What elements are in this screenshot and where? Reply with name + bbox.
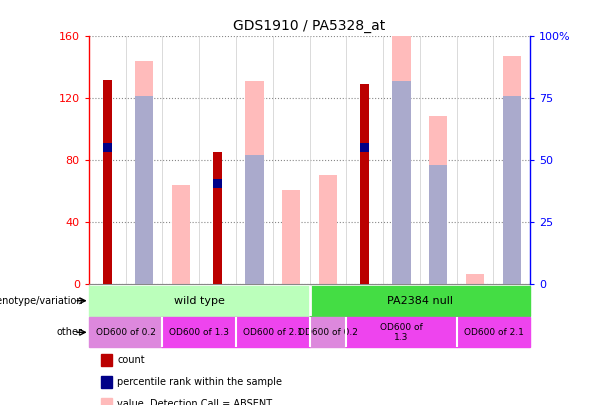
Text: value, Detection Call = ABSENT: value, Detection Call = ABSENT — [117, 399, 272, 405]
Bar — [236, 317, 310, 347]
Bar — [89, 317, 162, 347]
Text: OD600 of 2.1: OD600 of 2.1 — [243, 328, 303, 337]
Bar — [103, 80, 112, 283]
Text: percentile rank within the sample: percentile rank within the sample — [117, 377, 282, 387]
Bar — [319, 175, 337, 284]
Bar — [457, 317, 530, 347]
Text: OD600 of 1.3: OD600 of 1.3 — [169, 328, 229, 337]
Bar — [392, 0, 411, 284]
Text: count: count — [117, 355, 145, 364]
Bar — [135, 61, 153, 284]
Bar — [360, 84, 369, 284]
Bar — [162, 317, 236, 347]
Bar — [245, 155, 264, 284]
Text: other: other — [57, 327, 83, 337]
Bar — [310, 286, 530, 316]
Text: wild type: wild type — [174, 296, 224, 306]
Text: OD600 of 0.2: OD600 of 0.2 — [298, 328, 358, 337]
Text: genotype/variation: genotype/variation — [0, 296, 83, 306]
Text: PA2384 null: PA2384 null — [387, 296, 453, 306]
Bar — [310, 317, 346, 347]
Bar — [503, 96, 521, 284]
Bar — [392, 81, 411, 284]
Bar — [429, 165, 447, 284]
Bar — [213, 152, 223, 284]
Bar — [282, 190, 300, 284]
Bar — [89, 286, 310, 316]
Bar — [466, 274, 484, 284]
Bar — [135, 96, 153, 284]
Bar — [103, 143, 112, 152]
Bar — [245, 81, 264, 284]
Bar — [213, 179, 223, 188]
Bar — [346, 317, 457, 347]
Bar — [429, 115, 447, 284]
Text: OD600 of
1.3: OD600 of 1.3 — [380, 323, 423, 342]
Bar — [172, 185, 190, 284]
Title: GDS1910 / PA5328_at: GDS1910 / PA5328_at — [234, 19, 386, 33]
Text: OD600 of 0.2: OD600 of 0.2 — [96, 328, 156, 337]
Bar — [360, 143, 369, 152]
Text: OD600 of 2.1: OD600 of 2.1 — [463, 328, 524, 337]
Bar — [503, 56, 521, 284]
